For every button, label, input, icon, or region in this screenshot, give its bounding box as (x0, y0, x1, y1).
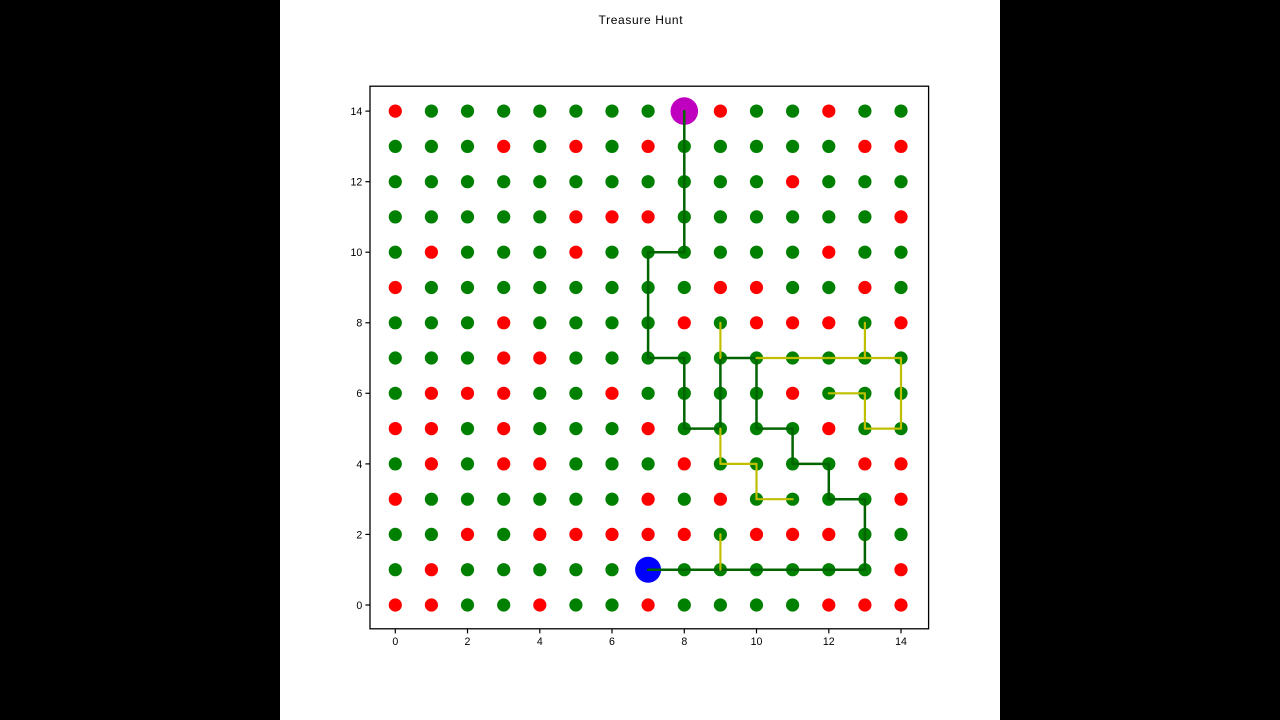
svg-text:2: 2 (465, 636, 471, 648)
svg-text:2: 2 (356, 529, 362, 541)
svg-text:10: 10 (351, 247, 363, 259)
svg-text:8: 8 (356, 318, 362, 330)
svg-text:6: 6 (609, 636, 615, 648)
svg-text:Treasure Hunt: Treasure Hunt (599, 13, 684, 27)
svg-text:8: 8 (681, 636, 687, 648)
svg-text:14: 14 (351, 106, 363, 118)
svg-text:0: 0 (356, 600, 362, 612)
svg-text:10: 10 (751, 636, 763, 648)
svg-text:12: 12 (823, 636, 835, 648)
svg-text:6: 6 (356, 388, 362, 400)
svg-text:14: 14 (895, 636, 907, 648)
svg-text:4: 4 (356, 459, 362, 471)
svg-text:12: 12 (351, 177, 363, 189)
svg-text:0: 0 (392, 636, 398, 648)
svg-text:4: 4 (537, 636, 543, 648)
